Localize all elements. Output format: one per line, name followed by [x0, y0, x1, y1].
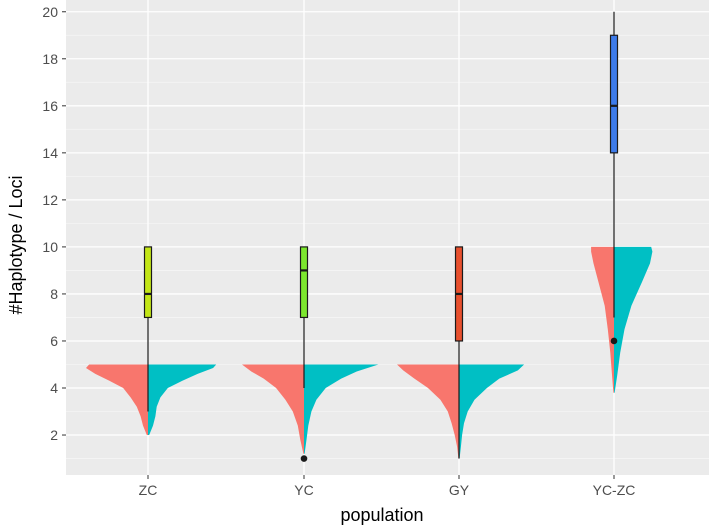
outlier-point [300, 455, 308, 462]
box [299, 246, 309, 319]
y-tick-label: 14 [42, 145, 58, 161]
y-tick-label: 12 [42, 192, 58, 208]
x-tick-label: ZC [139, 482, 158, 498]
plot-background [66, 0, 709, 475]
y-tick-label: 10 [42, 239, 58, 255]
violin-left-half [397, 364, 459, 459]
outlier-point [610, 337, 618, 345]
x-tick-label: GY [449, 482, 470, 498]
x-axis-ticks: ZC YC GY YC-ZC [139, 475, 636, 498]
violin-left-half [86, 364, 148, 436]
x-axis-title: population [340, 505, 423, 525]
violins [86, 246, 653, 459]
violin-right-half [148, 364, 217, 436]
y-tick-label: 4 [50, 380, 58, 396]
box [609, 34, 619, 154]
y-axis-title: #Haplotype / Loci [6, 175, 26, 314]
y-tick-label: 20 [42, 4, 58, 20]
violin-right-half [459, 364, 525, 459]
violin-left-half [242, 364, 304, 454]
y-tick-label: 16 [42, 98, 58, 114]
violin-right-half [304, 364, 379, 454]
violin-left-half [591, 246, 614, 393]
box [143, 246, 153, 319]
y-tick-label: 6 [50, 333, 58, 349]
x-tick-label: YC-ZC [593, 482, 636, 498]
grid [66, 0, 709, 475]
y-tick-label: 2 [50, 427, 58, 443]
violin-right-half [614, 246, 653, 393]
y-axis-ticks: 2 4 6 8 10 12 14 16 18 20 [42, 4, 66, 443]
y-tick-label: 18 [42, 51, 58, 67]
boxplots [143, 11, 619, 462]
y-tick-label: 8 [50, 286, 58, 302]
x-tick-label: YC [294, 482, 313, 498]
